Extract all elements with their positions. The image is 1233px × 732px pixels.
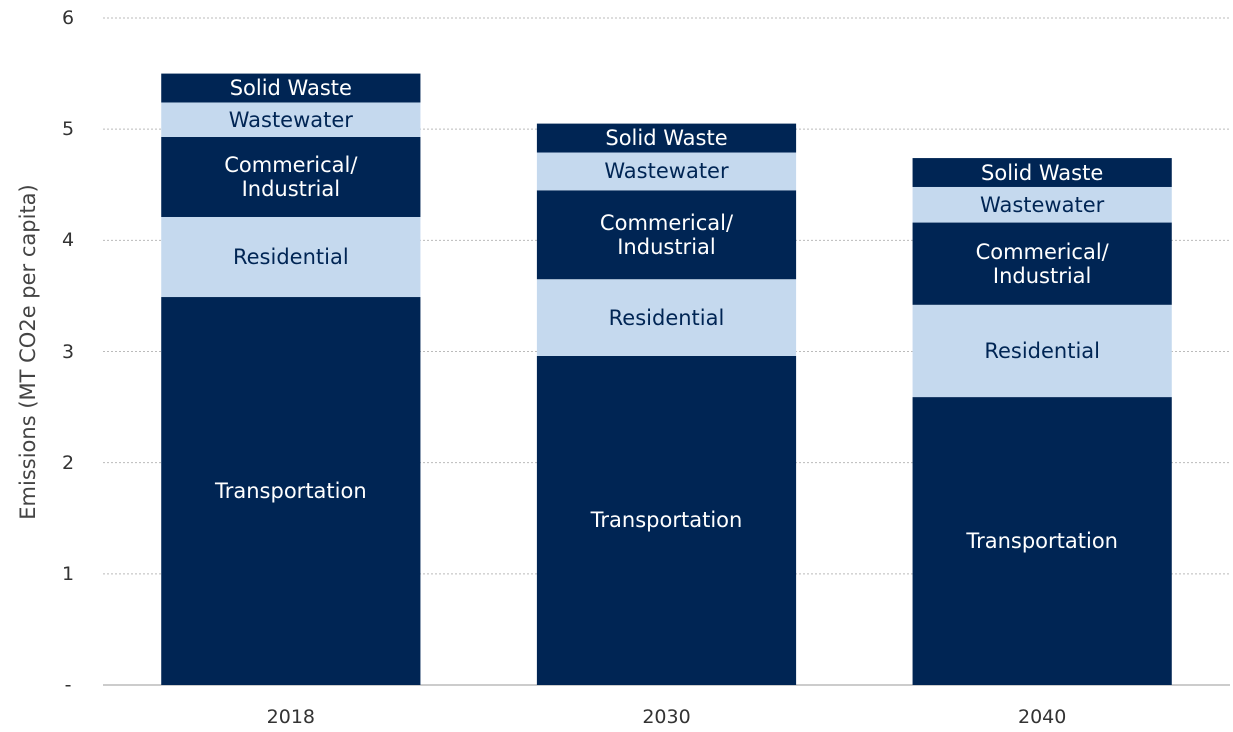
y-tick-label: 5 — [61, 118, 75, 141]
segment-label: Transportation — [966, 528, 1118, 553]
y-tick-label: 6 — [61, 7, 75, 29]
segment-label: Solid Waste — [981, 160, 1104, 185]
segment-label: Wastewater — [228, 107, 353, 132]
segment-label: Residential — [984, 338, 1100, 363]
bar-segment — [912, 304, 1172, 398]
bar-segment — [536, 355, 797, 685]
bar-segment — [161, 216, 421, 298]
bar-segment — [912, 186, 1172, 223]
bar-segment — [161, 102, 421, 137]
segment-label: Commerical/ Industrial — [224, 152, 358, 201]
segment-label: Transportation — [590, 508, 743, 533]
x-tick-label: 2040 — [1017, 706, 1067, 728]
segment-label: Commerical/ Industrial — [599, 210, 734, 259]
bar-segment — [536, 279, 797, 356]
segment-label: Transportation — [215, 478, 367, 503]
segment-label: Wastewater — [604, 159, 729, 184]
x-tick-label: 2030 — [642, 706, 691, 728]
segment-label: Solid Waste — [229, 75, 352, 100]
segment-label: Solid Waste — [605, 125, 728, 150]
y-tick-label: 1 — [61, 562, 75, 585]
bar-segment — [912, 158, 1172, 187]
bar-segment — [161, 297, 421, 685]
y-tick-label: 3 — [61, 340, 75, 363]
segment-label: Wastewater — [980, 192, 1105, 217]
bar-segment — [536, 123, 797, 153]
y-axis-title: Emissions (MT CO2e per capita) — [16, 184, 40, 520]
bar-segment — [536, 190, 797, 280]
y-tick-label: 4 — [61, 229, 75, 252]
bar-segment — [912, 222, 1172, 305]
segment-label: Residential — [232, 244, 349, 269]
x-tick-label: 2018 — [266, 706, 316, 728]
y-tick-label: - — [64, 674, 72, 696]
bar-segment — [161, 136, 421, 217]
segment-label: Residential — [608, 305, 725, 330]
bar-segment — [161, 73, 421, 103]
segment-label: Commerical/ Industrial — [975, 239, 1109, 288]
y-tick-label: 2 — [61, 451, 75, 474]
bar-segment — [912, 397, 1172, 685]
bar-segment — [536, 152, 797, 191]
